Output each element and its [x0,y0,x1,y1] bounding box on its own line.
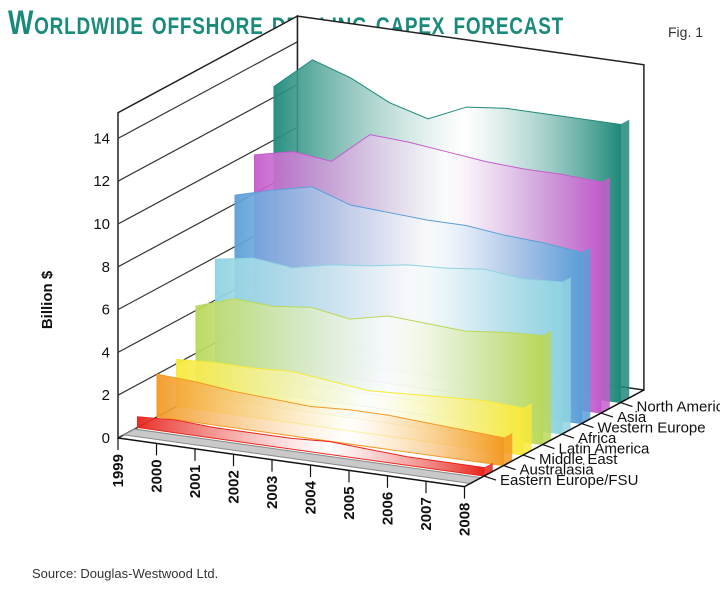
x-tick-label: 2002 [226,470,243,503]
y-tick-label: 6 [102,302,110,319]
gridline [117,126,298,225]
x-tick-label: 1999 [110,454,127,487]
series-endcap-7 [601,177,610,414]
x-tick-label: 2005 [341,486,358,519]
x-axis-line [117,437,465,488]
series-endcap-2 [503,433,513,466]
x-tick-label: 2003 [264,476,281,509]
gridline [117,41,298,139]
series-leader-tick [522,454,536,460]
series-leader-tick [483,475,497,481]
series-leader-tick [581,423,594,429]
series-label: Africa [578,430,617,447]
x-tick-label: 2007 [418,497,435,530]
x-tick-label: 2004 [303,480,320,514]
series-leader-tick [620,402,633,408]
series-areas [137,59,630,477]
series-label: Western Europe [598,420,706,437]
y-tick-label: 4 [102,344,110,361]
series-label: Asia [617,409,647,426]
y-tick-label: 12 [93,173,110,190]
series-label: Eastern Europe/FSU [500,472,638,489]
y-tick-label: 2 [102,387,110,404]
series-endcap-5 [562,277,571,435]
series-label: Middle East [539,451,618,468]
y-tick-label: 14 [93,130,110,147]
series-endcap-1 [484,462,493,477]
series-leader-tick [561,433,575,439]
series-endcap-3 [523,403,532,456]
x-tick-label: 2000 [149,459,166,492]
series-endcap-8 [620,119,630,403]
series-label: Latin America [559,441,651,458]
series-leader-tick [503,465,516,471]
series-leader-tick [542,444,555,450]
x-tick-labels: 1999 2000 2001 2002 2003 2004 2005 2006 2007 2008 [110,454,474,536]
gridline [117,84,298,182]
series-endcap-6 [581,247,591,424]
series-leader-tick [600,412,614,418]
y-tick-label: 8 [102,259,110,276]
chart-floor [117,389,645,499]
y-tick-label: 10 [93,216,110,233]
depth-axis-line [464,389,645,488]
series-label: North America [637,399,720,416]
figure-label: Fig. 1 [668,24,704,40]
x-tick-label: 2006 [380,492,397,525]
y-tick-label: 0 [102,430,110,447]
y-tick-labels: 0 2 4 6 8 10 12 14 [93,130,110,447]
source-note: Source: Douglas-Westwood Ltd. [32,566,219,581]
x-tick-label: 2001 [187,465,204,498]
series-label: Australasia [520,462,595,479]
series-endcap-4 [542,330,552,445]
y-axis-label: Billion $ [39,270,56,329]
x-tick-label: 2008 [457,503,474,536]
